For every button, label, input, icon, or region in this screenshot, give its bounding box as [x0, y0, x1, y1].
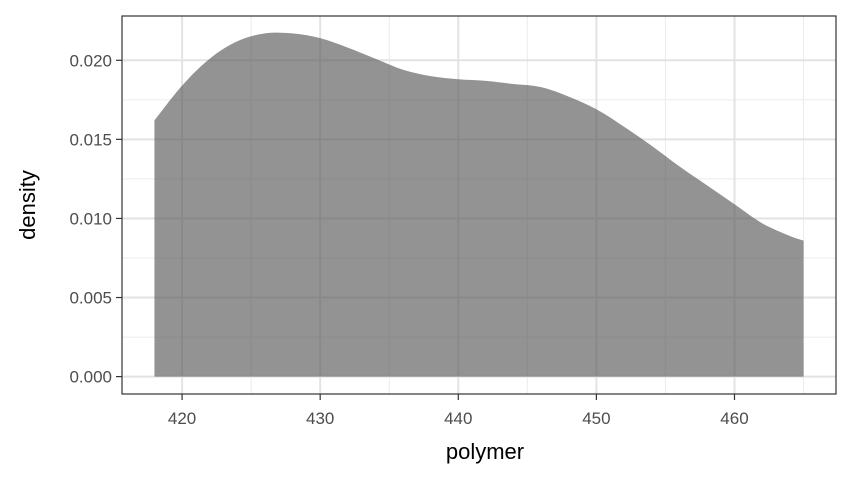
x-tick-label: 450 — [582, 409, 610, 428]
y-axis-title: density — [15, 170, 40, 240]
y-tick-label: 0.000 — [69, 368, 112, 387]
x-tick-label: 420 — [168, 409, 196, 428]
x-tick-label: 430 — [306, 409, 334, 428]
y-tick-label: 0.015 — [69, 130, 112, 149]
x-tick-label: 460 — [720, 409, 748, 428]
y-axis-ticks: 0.000 0.005 0.010 0.015 0.020 — [69, 51, 122, 387]
y-tick-label: 0.005 — [69, 289, 112, 308]
density-area — [154, 32, 804, 377]
x-tick-label: 440 — [444, 409, 472, 428]
plot-panel-border — [121, 15, 837, 395]
x-axis-ticks: 420 430 440 450 460 — [168, 394, 749, 428]
y-tick-label: 0.020 — [69, 51, 112, 70]
x-axis-title: polymer — [446, 439, 524, 464]
y-tick-label: 0.010 — [69, 209, 112, 228]
